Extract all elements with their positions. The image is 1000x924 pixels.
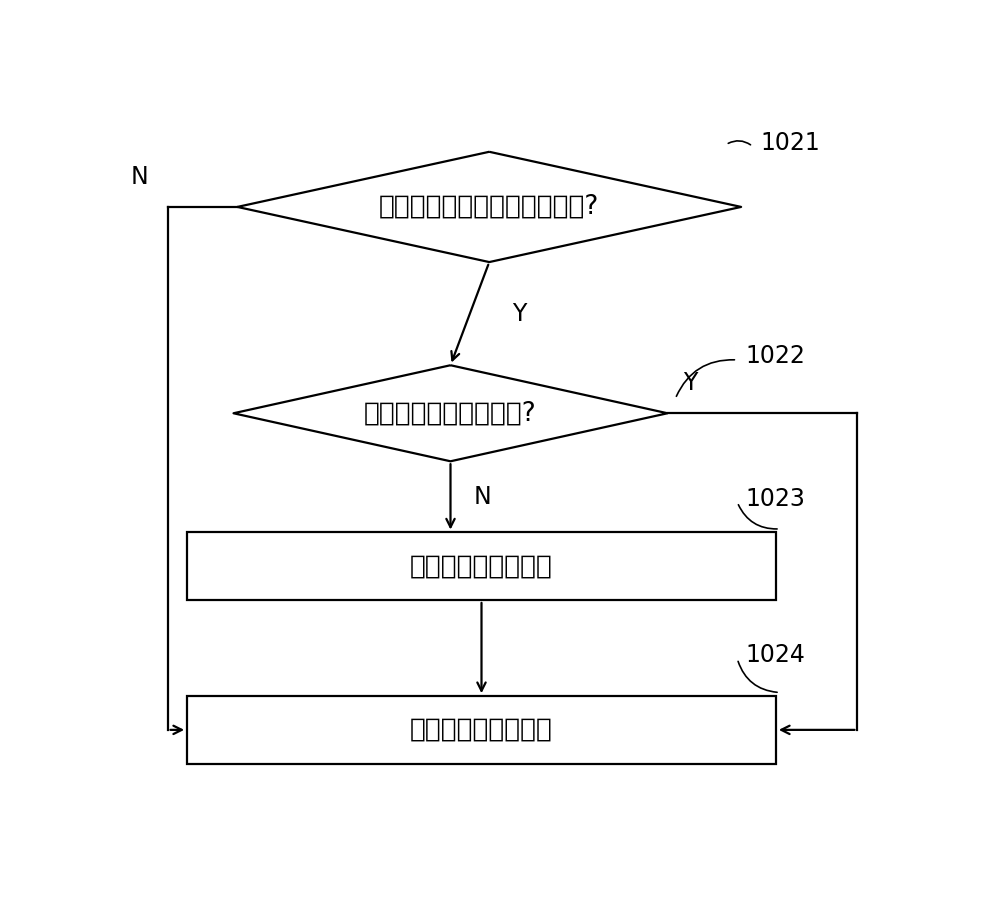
- Text: 产品码关联有其他产品?: 产品码关联有其他产品?: [364, 400, 537, 426]
- Text: N: N: [474, 485, 491, 509]
- Text: 确定所述产品码有效: 确定所述产品码有效: [410, 553, 553, 579]
- Text: Y: Y: [683, 371, 697, 395]
- Text: 产品码的码值包含在码值库中?: 产品码的码值包含在码值库中?: [379, 194, 599, 220]
- Text: 1022: 1022: [745, 345, 805, 369]
- Text: 1021: 1021: [761, 131, 820, 155]
- Text: 确定所述产品码无效: 确定所述产品码无效: [410, 717, 553, 743]
- Bar: [187, 532, 776, 600]
- Text: N: N: [130, 165, 148, 189]
- Text: Y: Y: [512, 301, 527, 325]
- Text: 1024: 1024: [745, 643, 805, 667]
- Text: 1023: 1023: [745, 487, 805, 511]
- Bar: [187, 696, 776, 763]
